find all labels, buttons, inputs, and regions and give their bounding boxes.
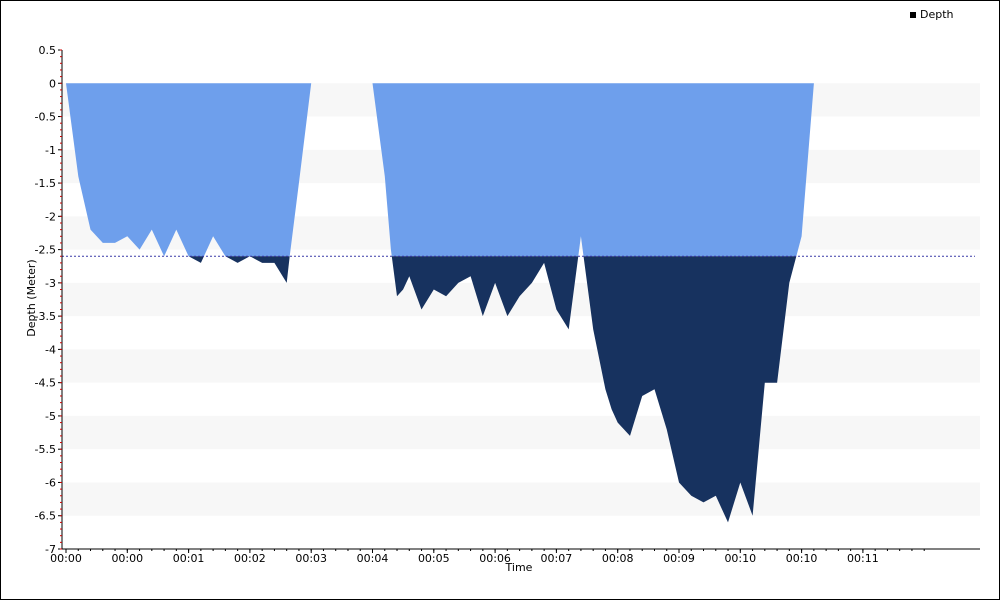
x-tick-label: 00:05 bbox=[418, 552, 450, 565]
y-tick-label: -1 bbox=[45, 144, 56, 157]
grid-band bbox=[62, 482, 980, 516]
x-tick-label: 00:11 bbox=[847, 552, 879, 565]
y-tick-label: -4 bbox=[45, 343, 56, 356]
y-tick-label: -6 bbox=[45, 476, 56, 489]
x-tick-label: 00:10 bbox=[724, 552, 756, 565]
x-tick-label: 00:02 bbox=[234, 552, 266, 565]
x-tick-label: 00:06 bbox=[479, 552, 511, 565]
x-tick-label: 00:04 bbox=[357, 552, 389, 565]
legend-swatch-depth bbox=[910, 11, 916, 18]
x-tick-label: 00:10 bbox=[786, 552, 818, 565]
y-tick-label: 0 bbox=[49, 77, 56, 90]
y-tick-label: -3.5 bbox=[35, 310, 56, 323]
x-tick-label: 00:09 bbox=[663, 552, 695, 565]
x-tick-label: 00:03 bbox=[295, 552, 327, 565]
y-axis-title: Depth (Meter) bbox=[25, 259, 38, 336]
y-tick-label: -2 bbox=[45, 210, 56, 223]
depth-area-shallow bbox=[66, 83, 839, 257]
x-tick-label: 00:01 bbox=[173, 552, 205, 565]
x-axis-title: Time bbox=[505, 561, 533, 574]
y-tick-label: -2.5 bbox=[35, 244, 56, 257]
y-tick-label: -5.5 bbox=[35, 443, 56, 456]
legend-label-depth: Depth bbox=[920, 8, 954, 21]
legend: Depth bbox=[910, 8, 954, 21]
y-tick-label: -6.5 bbox=[35, 510, 56, 523]
y-tick-label: -3 bbox=[45, 277, 56, 290]
y-tick-label: -1.5 bbox=[35, 177, 56, 190]
x-tick-label: 00:08 bbox=[602, 552, 634, 565]
x-tick-label: 00:00 bbox=[111, 552, 143, 565]
depth-area-deep bbox=[164, 256, 797, 523]
y-tick-label: -4.5 bbox=[35, 377, 56, 390]
grid-band bbox=[62, 415, 980, 450]
x-tick-label: 00:00 bbox=[50, 552, 82, 565]
y-tick-label: -7 bbox=[45, 543, 56, 556]
axes: 0.5 0 -0.5 -1 -1.5 -2 -2.5 -3 -3.5 -4 -4.5 -5 -5.5 -6… bbox=[35, 44, 980, 565]
y-tick-label: -5 bbox=[45, 410, 56, 423]
x-tick-label: 00:07 bbox=[541, 552, 573, 565]
grid-band bbox=[62, 349, 980, 383]
y-tick-label: 0.5 bbox=[39, 44, 57, 57]
y-tick-label: -0.5 bbox=[35, 111, 56, 124]
depth-areas bbox=[62, 83, 975, 523]
